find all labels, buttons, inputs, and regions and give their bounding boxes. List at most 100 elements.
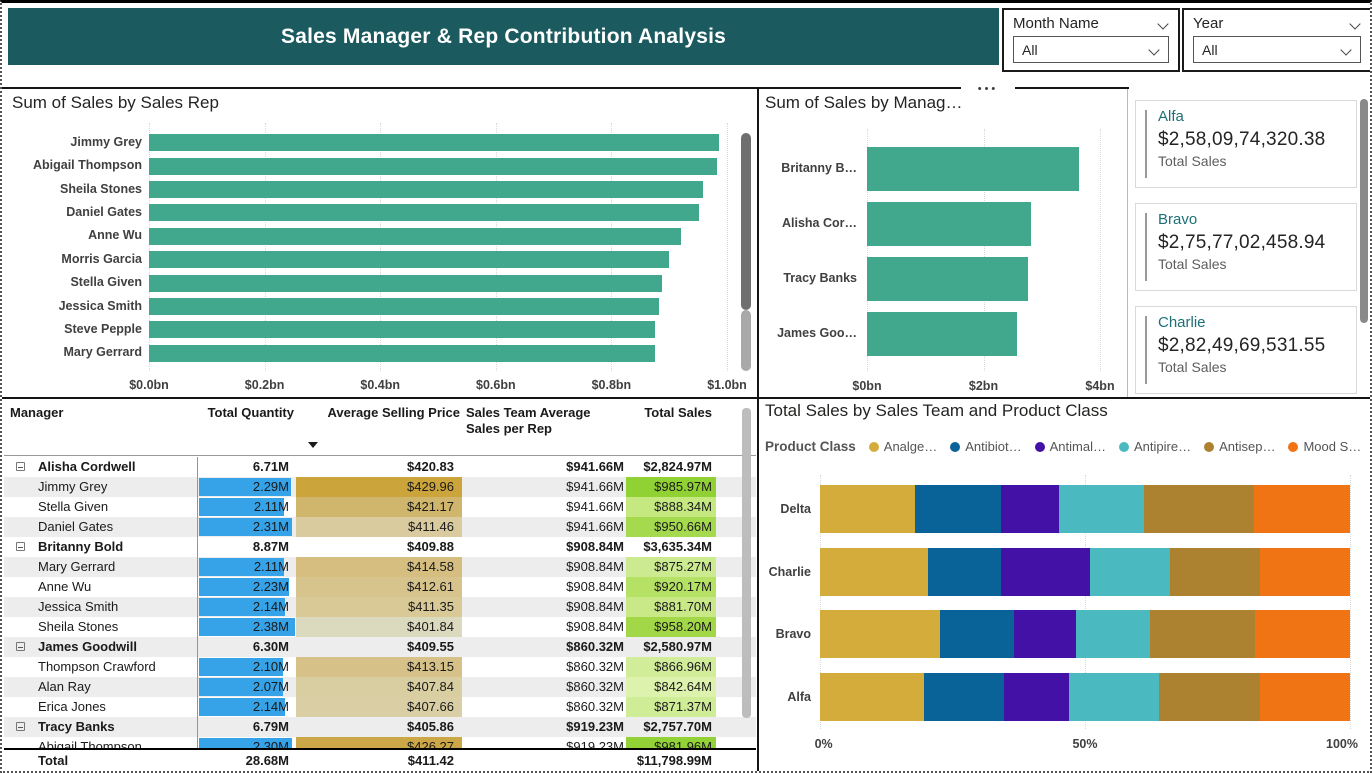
sales-bar[interactable] <box>867 311 1018 356</box>
table-row[interactable]: Britanny Bold 8.87M $409.88 $908.84M $3,635.… <box>4 537 756 557</box>
table-row[interactable]: Tracy Banks 6.79M $405.86 $919.23M $2,757.70… <box>4 717 756 737</box>
sales-bar[interactable] <box>149 227 681 245</box>
sales-bar[interactable] <box>149 274 663 292</box>
chevron-down-icon[interactable] <box>1349 19 1361 29</box>
kpi-card-bravo[interactable]: Bravo $2,75,77,02,458.94 Total Sales <box>1135 203 1357 291</box>
bar-segment[interactable] <box>1059 485 1144 533</box>
team-avg-cell: $919.23M <box>566 739 624 748</box>
scrollbar-thumb[interactable] <box>741 133 751 310</box>
scrollbar-thumb[interactable] <box>741 310 751 371</box>
stacked-bar <box>820 672 1350 721</box>
table-row[interactable]: Daniel Gates 2.31M $411.46 $941.66M $950.66M <box>4 517 756 537</box>
bar-segment[interactable] <box>940 610 1015 659</box>
sales-bar[interactable] <box>867 201 1032 246</box>
kpi-card-charlie[interactable]: Charlie $2,82,49,69,531.55 Total Sales <box>1135 306 1357 394</box>
collapse-icon[interactable] <box>16 642 25 651</box>
bar-segment[interactable] <box>1003 672 1070 721</box>
bar-segment[interactable] <box>1069 672 1159 721</box>
sort-descending-icon[interactable] <box>308 442 318 448</box>
legend-item[interactable]: Mood S… <box>1288 439 1361 454</box>
bar-segment[interactable] <box>820 610 941 659</box>
legend-item[interactable]: Antibiot… <box>950 439 1022 454</box>
bar-segment[interactable] <box>1170 547 1260 596</box>
table-row[interactable]: Alan Ray 2.07M $407.84 $860.32M $842.64M <box>4 677 756 697</box>
column-header[interactable]: Manager <box>10 405 64 420</box>
year-dropdown[interactable]: All <box>1193 36 1361 63</box>
legend-item[interactable]: Antimal… <box>1034 439 1106 454</box>
bar-segment[interactable] <box>1143 485 1254 533</box>
bar-segment[interactable] <box>1149 610 1256 659</box>
table-row[interactable]: Mary Gerrard 2.11M $414.58 $908.84M $875.27M <box>4 557 756 577</box>
bar-segment[interactable] <box>928 547 1002 596</box>
sales-by-rep-chart: Sum of Sales by Sales Rep Jimmy Grey Abig… <box>4 91 756 395</box>
bar-segment[interactable] <box>1259 547 1350 596</box>
bar-segment[interactable] <box>1158 672 1260 721</box>
table-row[interactable]: Anne Wu 2.23M $412.61 $908.84M $920.17M <box>4 577 756 597</box>
bar-segment[interactable] <box>1253 485 1350 533</box>
row-label: Tracy Banks <box>4 717 197 737</box>
table-row[interactable]: James Goodwill 6.30M $409.55 $860.32M $2,580… <box>4 637 756 657</box>
scrollbar-thumb[interactable] <box>742 408 751 718</box>
table-row[interactable]: Alisha Cordwell 6.71M $420.83 $941.66M $2,82… <box>4 457 756 477</box>
legend-item[interactable]: Antisep… <box>1204 439 1275 454</box>
slicer-label: Month Name <box>1013 15 1099 32</box>
sales-bar[interactable] <box>149 297 659 315</box>
bar-segment[interactable] <box>820 547 929 596</box>
gridlines <box>867 129 1101 371</box>
column-header[interactable]: Sales Team Average Sales per Rep <box>466 405 591 437</box>
chevron-down-icon[interactable] <box>1148 45 1160 55</box>
sales-bar[interactable] <box>149 180 703 198</box>
cell-value: 2.38M <box>252 619 289 634</box>
collapse-icon[interactable] <box>16 462 25 471</box>
chart-scrollbar[interactable] <box>741 117 751 381</box>
bar-segment[interactable] <box>1014 610 1077 659</box>
bar-segment[interactable] <box>914 485 1001 533</box>
sales-bar[interactable] <box>149 204 699 222</box>
chevron-down-icon[interactable] <box>1157 19 1169 29</box>
report-title-banner: Sales Manager & Rep Contribution Analysi… <box>8 8 999 65</box>
column-header[interactable]: Average Selling Price <box>327 405 460 420</box>
legend-item[interactable]: Analge… <box>868 439 937 454</box>
bar-segment[interactable] <box>820 485 915 533</box>
card-title: Charlie <box>1158 314 1206 331</box>
table-row[interactable]: Jessica Smith 2.14M $411.35 $908.84M $881.70… <box>4 597 756 617</box>
legend-label: Antibiot… <box>965 439 1022 454</box>
sales-bar[interactable] <box>867 256 1028 301</box>
bar-segment[interactable] <box>1255 610 1350 659</box>
kpi-card-alfa[interactable]: Alfa $2,58,09,74,320.38 Total Sales <box>1135 100 1357 188</box>
axis-tick-label: $0.2bn <box>244 378 285 392</box>
total-quantity-cell: 2.23M <box>198 577 294 597</box>
table-row[interactable]: Sheila Stones 2.38M $401.84 $908.84M $958.20… <box>4 617 756 637</box>
chevron-down-icon[interactable] <box>1340 45 1352 55</box>
bar-segment[interactable] <box>1089 547 1171 596</box>
sales-bar[interactable] <box>149 157 717 175</box>
table-row[interactable]: Abigail Thompson 2.30M $426.27 $919.23M $981… <box>4 737 756 748</box>
sales-bar[interactable] <box>149 321 656 339</box>
sales-bar[interactable] <box>149 251 669 269</box>
column-header[interactable]: Total Sales <box>644 405 712 420</box>
bar-segment[interactable] <box>820 672 925 721</box>
sales-bar[interactable] <box>867 146 1080 191</box>
bar-segment[interactable] <box>1259 672 1350 721</box>
collapse-icon[interactable] <box>16 542 25 551</box>
bar-segment[interactable] <box>1076 610 1150 659</box>
table-header-row: Manager Total Quantity Average Selling Pri… <box>4 399 756 456</box>
collapse-icon[interactable] <box>16 722 25 731</box>
more-options-icon[interactable]: ••• <box>961 82 1015 98</box>
scrollbar-thumb[interactable] <box>1360 99 1368 323</box>
chart-legend: Product Class Analge… Antibiot… Antimal… An… <box>765 439 1361 454</box>
table-row[interactable]: Jimmy Grey 2.29M $429.96 $941.66M $985.97M <box>4 477 756 497</box>
cell-value: 2.29M <box>252 479 289 494</box>
table-row[interactable]: Stella Given 2.11M $421.17 $941.66M $888.34M <box>4 497 756 517</box>
table-row[interactable]: Erica Jones 2.14M $407.66 $860.32M $871.37M <box>4 697 756 717</box>
month-name-dropdown[interactable]: All <box>1013 36 1169 63</box>
sales-bar[interactable] <box>149 134 719 152</box>
bar-segment[interactable] <box>924 672 1004 721</box>
table-row[interactable]: Thompson Crawford 2.10M $413.15 $860.32M $86… <box>4 657 756 677</box>
bar-segment[interactable] <box>1001 547 1090 596</box>
legend-dot-icon <box>1204 441 1215 452</box>
column-header[interactable]: Total Quantity <box>207 405 294 420</box>
legend-item[interactable]: Antipire… <box>1119 439 1191 454</box>
bar-segment[interactable] <box>1000 485 1060 533</box>
sales-bar[interactable] <box>149 344 655 362</box>
